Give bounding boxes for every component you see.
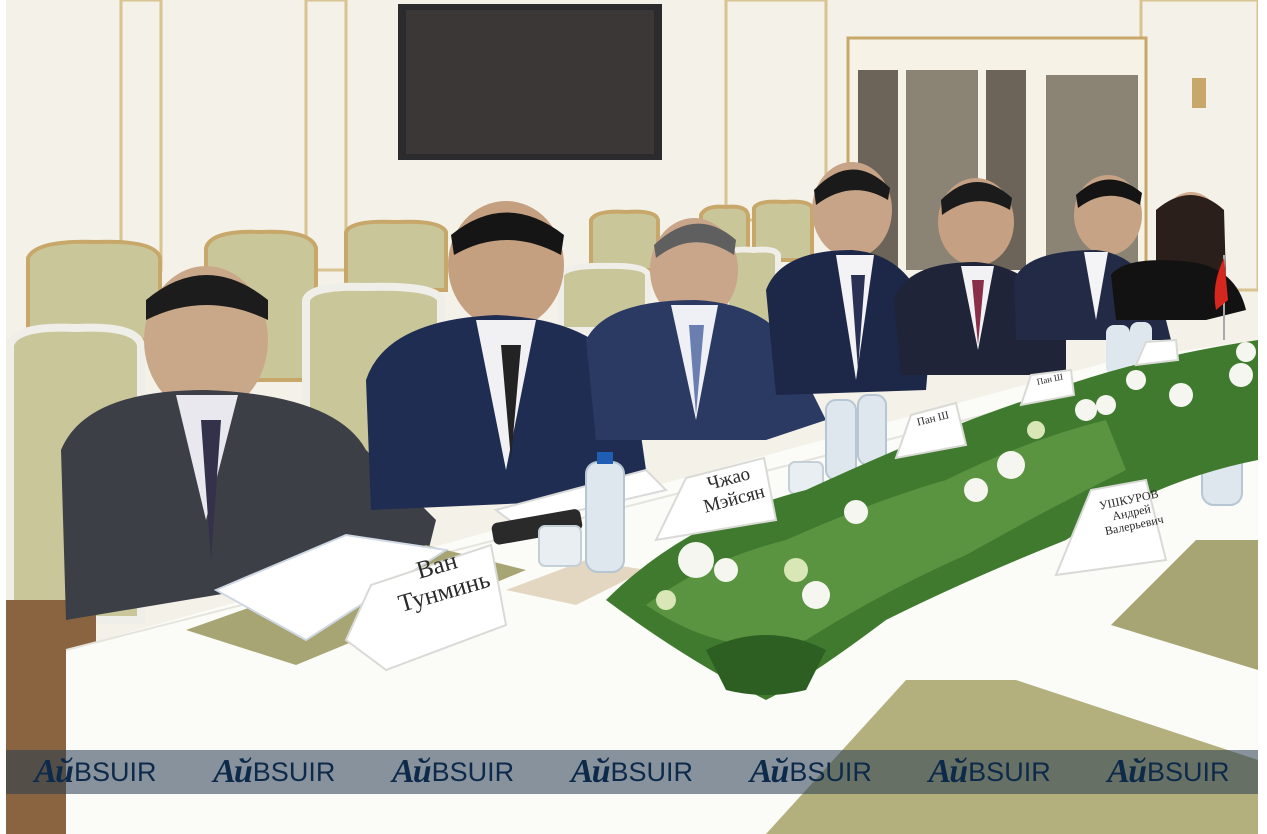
bsuir-logo-icon: Aй [570,753,611,790]
phone [491,509,583,545]
flower-centerpiece [606,340,1258,700]
name-cards [344,338,1180,672]
bsuir-watermark: Aй BSUIR Aй BSUIR Aй BSUIR Aй BSUIR Aй BSUIR Aй BSU… [6,750,1258,794]
photo-scene [6,0,1258,834]
watermark-unit: Aй BSUIR [213,753,335,791]
watermark-text: BSUIR [789,756,872,787]
bsuir-logo-icon: Aй [34,753,74,790]
china-flag [1214,255,1228,340]
document [213,533,449,642]
watermark-text: BSUIR [1147,756,1230,787]
watermark-unit: Aй BSUIR [929,753,1051,791]
meeting-photo: Ван Тунминь Чжао Мэйсян Пан Ш Пан Ш УШКУ… [6,0,1258,834]
watermark-text: BSUIR [610,756,694,787]
bsuir-logo-icon: Aй [213,753,253,790]
bsuir-logo-icon: Aй [749,753,790,790]
watermark-unit: Aй BSUIR [750,753,872,791]
watermark-text: BSUIR [968,756,1051,787]
watermark-unit: Aй BSUIR [571,753,693,791]
bsuir-logo-icon: Aй [392,753,432,790]
bsuir-logo-icon: Aй [1107,753,1147,790]
watermark-unit: Aй BSUIR [34,753,156,791]
watermark-text: BSUIR [73,756,157,787]
wall-lamp [1192,78,1206,108]
watermark-text: BSUIR [252,756,336,787]
watermark-text: BSUIR [431,756,515,787]
watermark-unit: Aй BSUIR [1107,753,1229,791]
watermark-unit: Aй BSUIR [392,753,514,791]
bsuir-logo-icon: Aй [928,753,969,790]
